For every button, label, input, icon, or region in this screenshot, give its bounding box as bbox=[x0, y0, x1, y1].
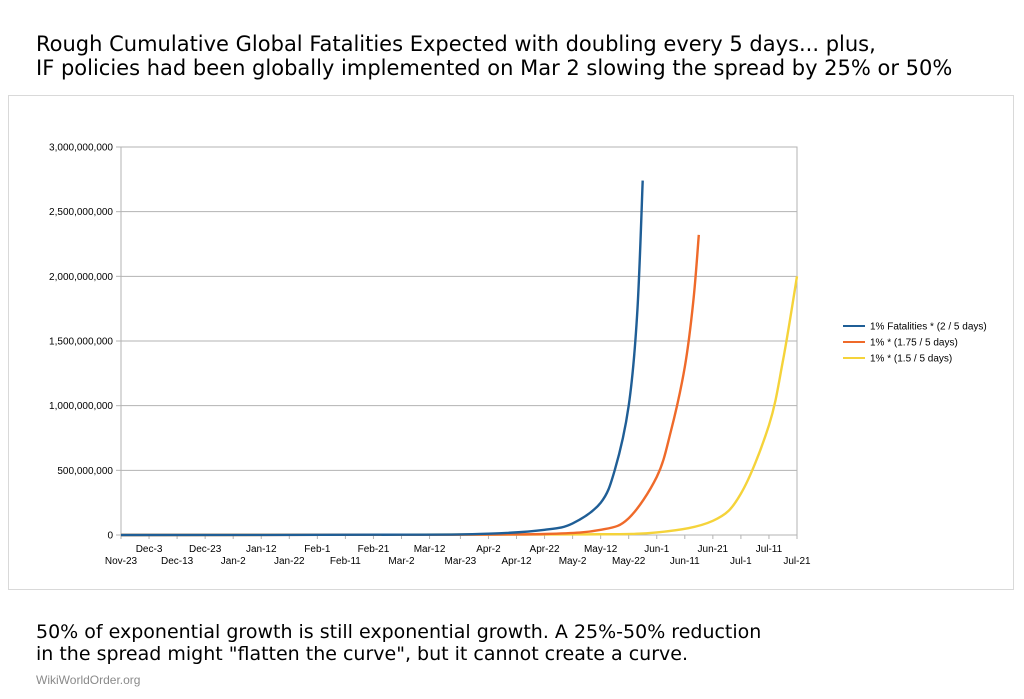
legend-label: 1% * (1.5 / 5 days) bbox=[870, 354, 952, 365]
x-tick-label: Jun-21 bbox=[698, 544, 729, 555]
x-tick-label: Jul-21 bbox=[783, 556, 811, 567]
footer-credit: WikiWorldOrder.org bbox=[36, 673, 141, 687]
caption-line-1: 50% of exponential growth is still expon… bbox=[36, 621, 762, 643]
x-tick-label: Apr-22 bbox=[530, 544, 560, 555]
chart-title: Rough Cumulative Global Fatalities Expec… bbox=[36, 32, 952, 80]
x-tick-label: Dec-13 bbox=[161, 556, 194, 567]
y-tick-label: 1,500,000,000 bbox=[49, 337, 113, 348]
series-line bbox=[120, 234, 700, 537]
x-tick-label: Mar-23 bbox=[445, 556, 477, 567]
x-tick-label: Dec-3 bbox=[136, 544, 163, 555]
caption-line-2: in the spread might "flatten the curve",… bbox=[36, 643, 688, 665]
title-line-2: IF policies had been globally implemente… bbox=[36, 56, 953, 80]
x-tick-label: Feb-21 bbox=[358, 544, 390, 555]
y-tick-label: 3,000,000,000 bbox=[49, 143, 113, 154]
x-tick-label: Apr-2 bbox=[476, 544, 501, 555]
x-tick-label: Mar-12 bbox=[414, 544, 446, 555]
y-tick-label: 2,500,000,000 bbox=[49, 207, 113, 218]
x-tick-label: Jul-11 bbox=[756, 544, 783, 555]
x-tick-label: Feb-11 bbox=[330, 556, 361, 567]
title-line-1: Rough Cumulative Global Fatalities Expec… bbox=[36, 32, 876, 56]
x-tick-label: Mar-2 bbox=[388, 556, 415, 567]
x-tick-label: Apr-12 bbox=[501, 556, 531, 567]
y-tick-label: 0 bbox=[107, 531, 113, 542]
y-tick-label: 2,000,000,000 bbox=[49, 272, 113, 283]
y-tick-label: 1,000,000,000 bbox=[49, 401, 113, 412]
x-tick-label: Jan-22 bbox=[274, 556, 305, 567]
x-tick-label: May-2 bbox=[559, 556, 587, 567]
x-tick-label: Jun-1 bbox=[644, 544, 669, 555]
y-tick-label: 500,000,000 bbox=[57, 466, 113, 477]
series-line bbox=[120, 180, 644, 537]
x-tick-label: Feb-1 bbox=[304, 544, 331, 555]
caption: 50% of exponential growth is still expon… bbox=[36, 621, 761, 665]
legend-label: 1% Fatalities * (2 / 5 days) bbox=[870, 322, 987, 333]
x-tick-label: Dec-23 bbox=[189, 544, 222, 555]
chart-frame bbox=[8, 95, 1014, 590]
x-tick-label: Jan-2 bbox=[221, 556, 246, 567]
legend-label: 1% * (1.75 / 5 days) bbox=[870, 338, 958, 349]
x-tick-label: Nov-23 bbox=[105, 556, 138, 567]
x-tick-label: Jul-1 bbox=[730, 556, 752, 567]
x-tick-label: May-12 bbox=[584, 544, 618, 555]
x-tick-label: May-22 bbox=[612, 556, 646, 567]
x-tick-label: Jun-11 bbox=[670, 556, 700, 567]
x-tick-label: Jan-12 bbox=[246, 544, 277, 555]
